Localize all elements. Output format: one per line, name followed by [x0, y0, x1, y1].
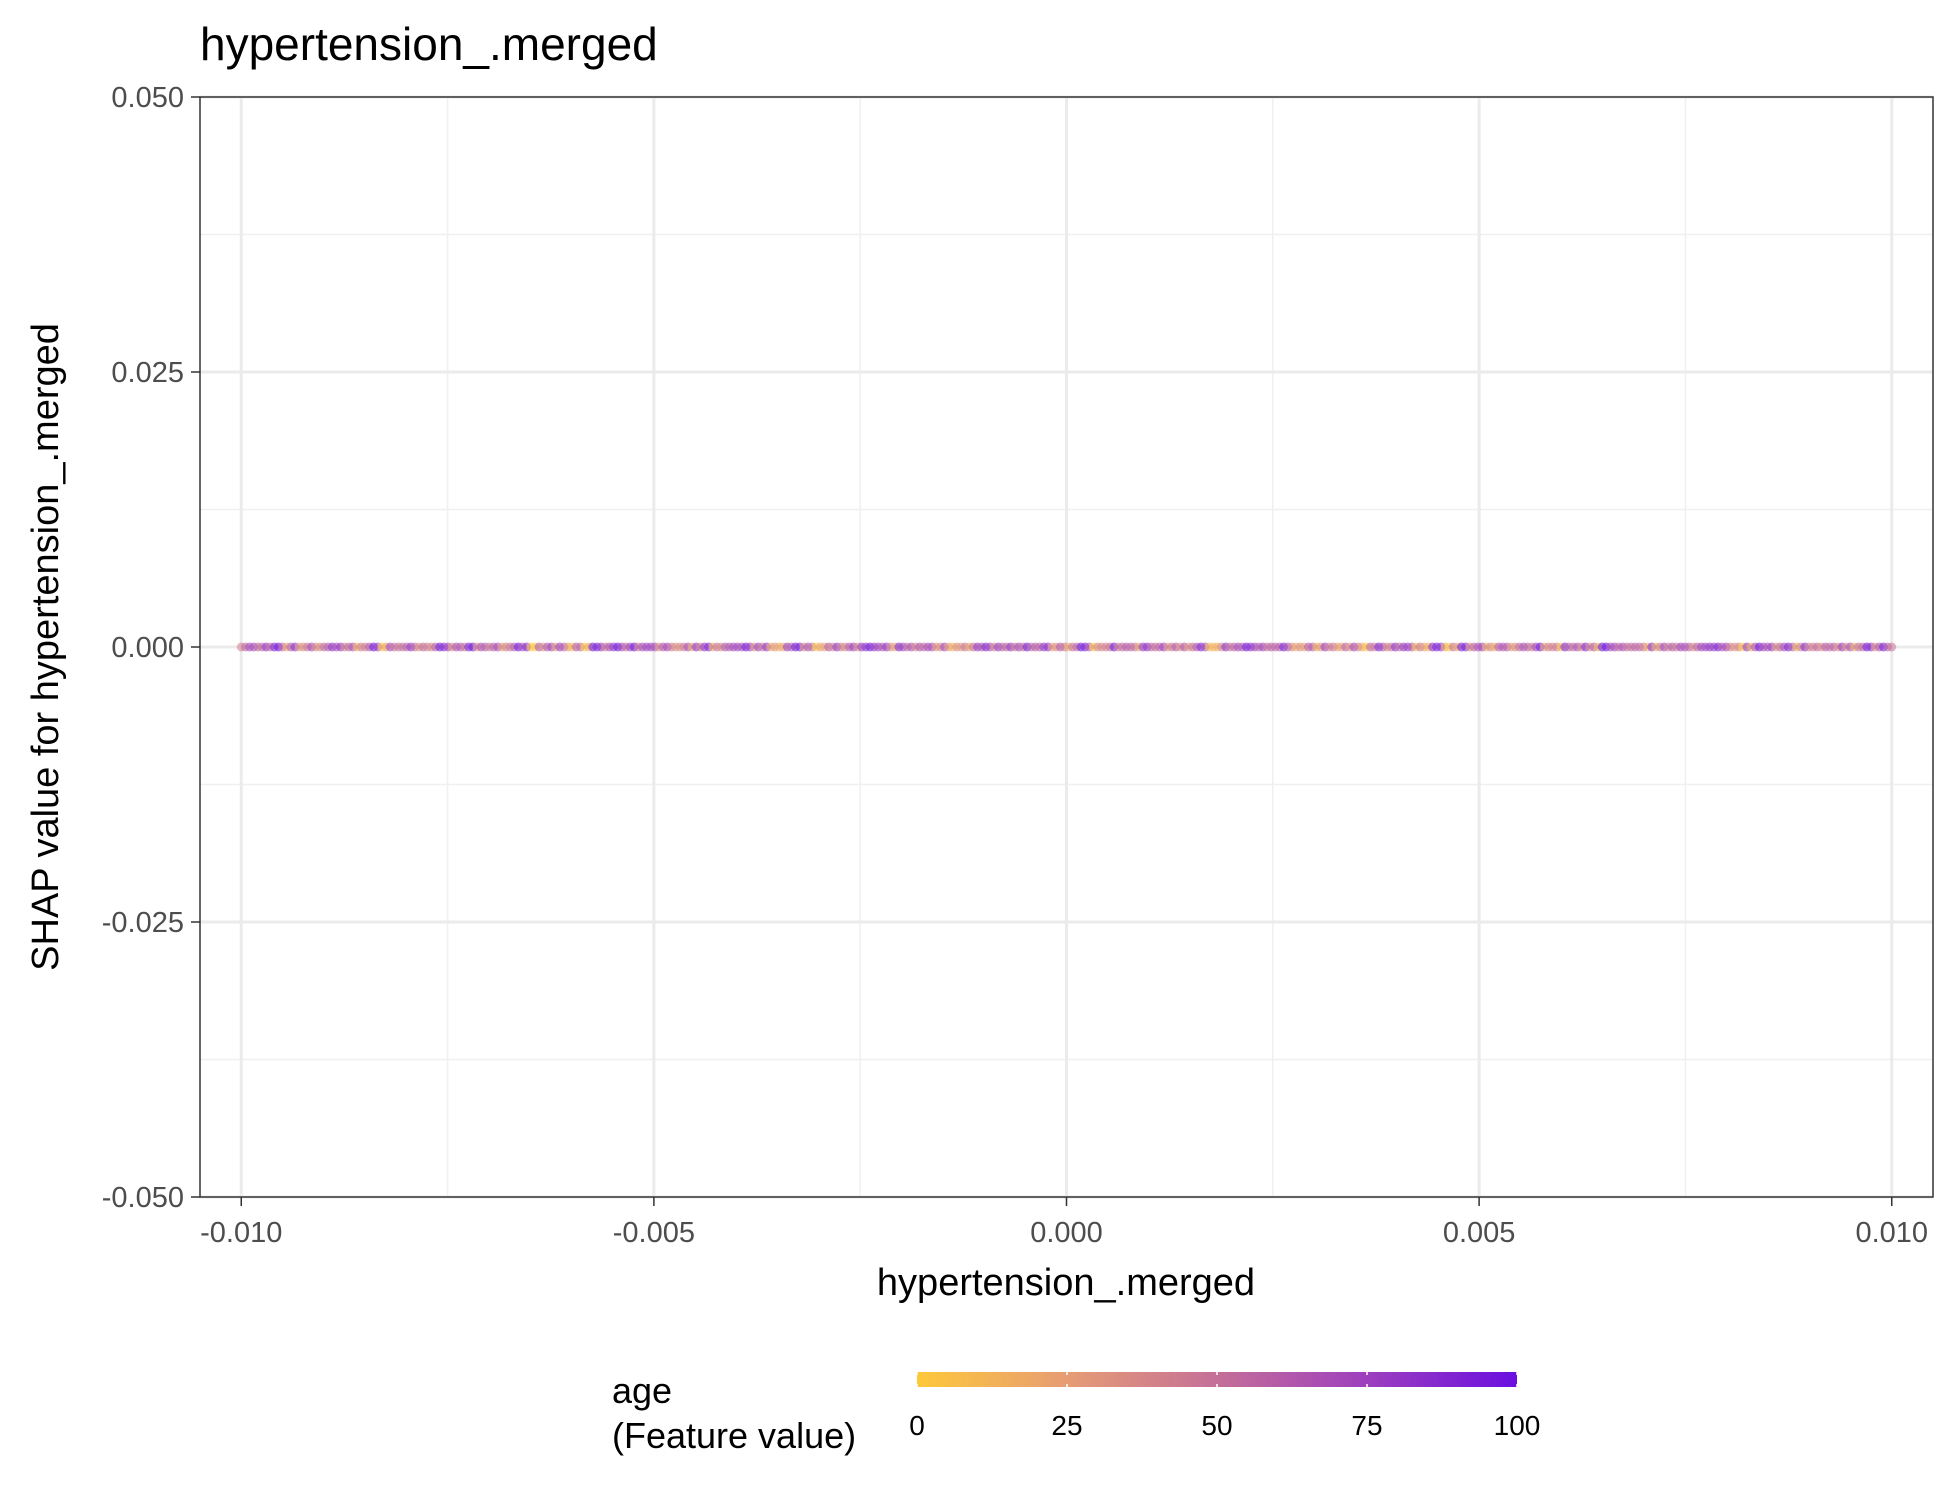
y-tick-label: 0.000	[111, 632, 184, 664]
legend-colorbar	[917, 1372, 1517, 1387]
legend-tick-label: 75	[1351, 1410, 1382, 1441]
y-tick-label: 0.050	[111, 82, 184, 114]
x-axis-title: hypertension_.merged	[877, 1262, 1255, 1304]
y-axis-ticks: -0.050 -0.025 0.000 0.025 0.050	[102, 82, 200, 1214]
x-tick-label: 0.005	[1443, 1217, 1516, 1249]
legend-tick-label: 25	[1051, 1410, 1082, 1441]
legend-ticks: 0 25 50 75 100	[909, 1372, 1540, 1441]
legend-title: age	[612, 1370, 672, 1411]
x-axis-ticks: -0.010 -0.005 0.000 0.005 0.010	[200, 1197, 1928, 1249]
data-point	[1887, 642, 1897, 652]
data-points	[236, 642, 1897, 652]
y-tick-label: -0.050	[102, 1182, 184, 1214]
legend-tick-label: 50	[1201, 1410, 1232, 1441]
x-tick-label: 0.000	[1030, 1217, 1103, 1249]
x-tick-label: -0.010	[200, 1217, 282, 1249]
y-axis-title: SHAP value for hypertension_.merged	[25, 323, 67, 971]
y-tick-label: 0.025	[111, 357, 184, 389]
color-legend: age (Feature value) 0 25 50 75 100	[612, 1370, 1540, 1456]
legend-tick-label: 0	[909, 1410, 925, 1441]
legend-tick-label: 100	[1494, 1410, 1541, 1441]
x-tick-label: -0.005	[613, 1217, 695, 1249]
legend-subtitle: (Feature value)	[612, 1415, 856, 1456]
chart-title: hypertension_.merged	[200, 18, 658, 70]
y-tick-label: -0.025	[102, 907, 184, 939]
x-tick-label: 0.010	[1855, 1217, 1928, 1249]
